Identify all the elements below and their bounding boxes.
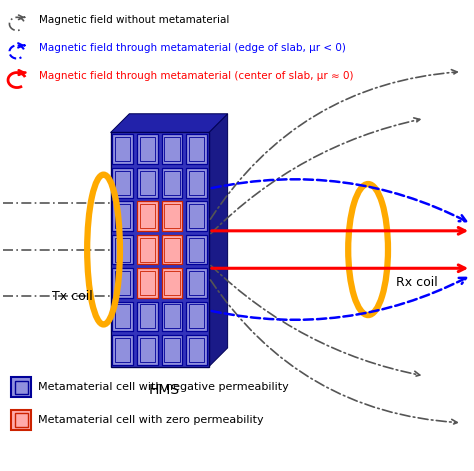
- FancyArrowPatch shape: [210, 280, 457, 425]
- FancyBboxPatch shape: [162, 301, 182, 331]
- FancyBboxPatch shape: [186, 335, 207, 365]
- FancyBboxPatch shape: [137, 235, 158, 264]
- FancyBboxPatch shape: [137, 301, 158, 331]
- FancyBboxPatch shape: [162, 235, 182, 264]
- FancyBboxPatch shape: [112, 201, 133, 231]
- Text: Magnetic field through metamaterial (center of slab, μr ≈ 0): Magnetic field through metamaterial (cen…: [39, 71, 354, 81]
- Text: Metamaterial cell with zero permeability: Metamaterial cell with zero permeability: [38, 415, 264, 425]
- FancyBboxPatch shape: [112, 134, 133, 164]
- FancyBboxPatch shape: [162, 134, 182, 164]
- FancyBboxPatch shape: [186, 235, 207, 264]
- FancyBboxPatch shape: [112, 301, 133, 331]
- FancyBboxPatch shape: [186, 301, 207, 331]
- Text: Magnetic field without metamaterial: Magnetic field without metamaterial: [39, 15, 229, 25]
- FancyBboxPatch shape: [186, 268, 207, 298]
- FancyArrowPatch shape: [211, 179, 466, 221]
- FancyArrowPatch shape: [211, 118, 420, 234]
- FancyArrowPatch shape: [210, 70, 457, 219]
- FancyBboxPatch shape: [112, 235, 133, 264]
- Polygon shape: [209, 114, 228, 366]
- Text: HMS: HMS: [149, 383, 180, 397]
- FancyBboxPatch shape: [186, 134, 207, 164]
- FancyBboxPatch shape: [162, 335, 182, 365]
- FancyBboxPatch shape: [11, 410, 31, 430]
- FancyBboxPatch shape: [162, 168, 182, 197]
- FancyBboxPatch shape: [137, 201, 158, 231]
- Polygon shape: [110, 114, 228, 132]
- FancyBboxPatch shape: [112, 335, 133, 365]
- Text: Tx coil: Tx coil: [52, 290, 93, 303]
- FancyBboxPatch shape: [112, 168, 133, 197]
- FancyBboxPatch shape: [162, 201, 182, 231]
- FancyBboxPatch shape: [186, 168, 207, 197]
- FancyArrowPatch shape: [211, 278, 466, 320]
- FancyBboxPatch shape: [137, 134, 158, 164]
- FancyBboxPatch shape: [137, 268, 158, 298]
- FancyBboxPatch shape: [162, 268, 182, 298]
- FancyBboxPatch shape: [137, 168, 158, 197]
- FancyBboxPatch shape: [186, 201, 207, 231]
- FancyBboxPatch shape: [11, 377, 31, 397]
- Text: Magnetic field through metamaterial (edge of slab, μr < 0): Magnetic field through metamaterial (edg…: [39, 43, 346, 53]
- Text: Rx coil: Rx coil: [396, 276, 438, 289]
- FancyBboxPatch shape: [112, 268, 133, 298]
- FancyBboxPatch shape: [137, 335, 158, 365]
- FancyArrowPatch shape: [211, 266, 420, 377]
- FancyBboxPatch shape: [110, 132, 209, 366]
- Text: Metamaterial cell with negative permeability: Metamaterial cell with negative permeabi…: [38, 382, 289, 392]
